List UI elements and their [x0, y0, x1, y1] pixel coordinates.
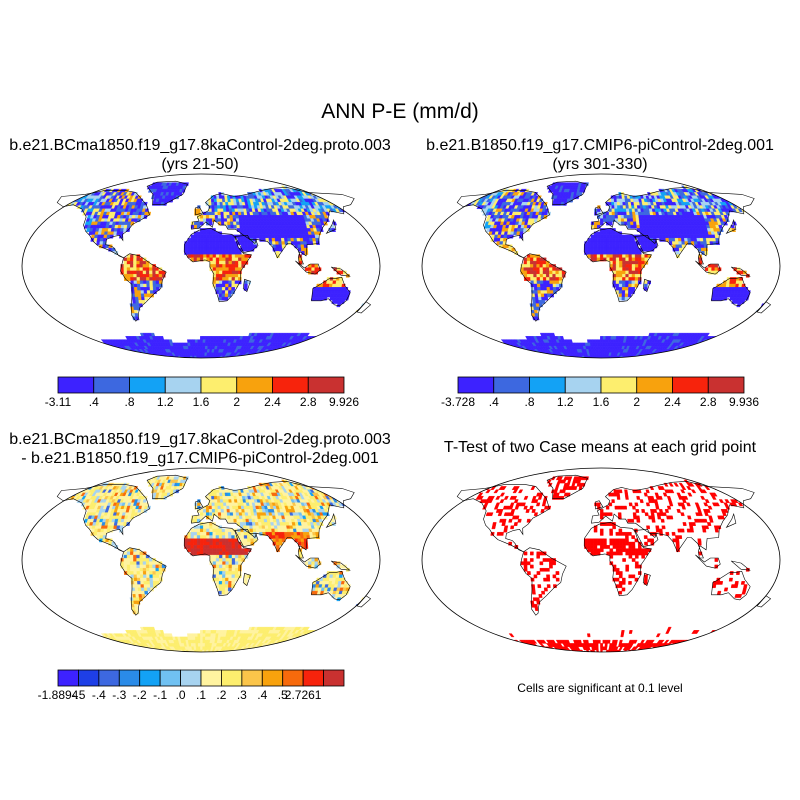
panel-1-title: b.e21.BCma1850.f19_g17.8kaControl-2deg.p…	[0, 136, 400, 174]
panel-2-colorbar-swatch-3	[564, 376, 602, 394]
panel-3-map	[21, 467, 381, 653]
panel-3-title-line2: - b.e21.B1850.f19_g17.CMIP6-piControl-2d…	[21, 450, 379, 467]
panel-2-colorbar-swatch-7	[707, 376, 745, 394]
panel-1-colorbar-swatch-4	[200, 376, 238, 394]
panel-2-map	[421, 173, 781, 359]
panel-3-colorbar-swatch-5	[159, 669, 181, 687]
panel-2-colorbar-swatch-5	[636, 376, 673, 394]
panel-3-colorbar-swatch-7	[200, 669, 222, 687]
panel-2-colorbar-label-0: -3.728	[441, 395, 475, 409]
panel-1-colorbar-swatch-1	[93, 376, 130, 394]
panel-1-colorbar-label-0: -3.11	[45, 395, 72, 409]
figure-title: ANN P-E (mm/d)	[321, 100, 479, 123]
panel-3-colorbar-swatch-10	[261, 669, 284, 687]
panel-2-colorbar-label-3: 1.2	[557, 395, 574, 409]
panel-2-colorbar-label-5: 2	[633, 395, 640, 409]
panel-1-colorbar-label-7: 2.8	[300, 395, 317, 409]
panel-3-colorbar-label-7: .1	[196, 688, 206, 702]
panel-3-colorbar-label-6: .0	[176, 688, 186, 702]
panel-1-colorbar-swatch-0	[57, 376, 95, 394]
panel-2-colorbar-label-1: .4	[489, 395, 499, 409]
panel-3-colorbar-label-12: 2.7261	[285, 688, 322, 702]
map-border	[421, 173, 781, 359]
panel-2-colorbar-swatch-2	[529, 376, 566, 394]
panel-1-colorbar-label-3: 1.2	[157, 395, 174, 409]
panel-3-colorbar-swatch-8	[221, 669, 243, 687]
panel-1-map	[21, 173, 381, 359]
coastline-outlines	[56, 180, 372, 322]
panel-2-colorbar-label-8: 9.936	[729, 395, 759, 409]
panel-1-colorbar: -3.11 .4 .8 1.2 1.6 2 2.4 2.8 9.926	[45, 376, 359, 409]
panel-3-colorbar-label-2: -.4	[92, 688, 106, 702]
panel-1-colorbar-label-8: 9.926	[329, 395, 359, 409]
panel-2-colorbar-label-4: 1.6	[593, 395, 610, 409]
panel-2-colorbar-swatch-4	[600, 376, 638, 394]
panel-1-colorbar-label-4: 1.6	[193, 395, 210, 409]
panel-2-colorbar-swatch-6	[672, 376, 709, 394]
panel-3-colorbar-swatch-0	[57, 669, 79, 687]
panel-4-title-line1: T-Test of two Case means at each grid po…	[443, 439, 757, 456]
panel-3-colorbar-label-4: -.2	[133, 688, 147, 702]
panel-2-title-line1: b.e21.B1850.f19_g17.CMIP6-piControl-2deg…	[426, 137, 774, 154]
panel-2-colorbar-label-6: 2.4	[664, 395, 681, 409]
panel-3-colorbar-swatch-13	[323, 669, 345, 687]
panel-1-colorbar-label-6: 2.4	[264, 395, 281, 409]
panel-3-colorbar-label-1: -.5	[71, 688, 85, 702]
panel-3-colorbar-label-5: -.1	[153, 688, 167, 702]
panel-1-colorbar-label-2: .8	[124, 395, 134, 409]
panel-2-colorbar-swatch-1	[493, 376, 530, 394]
panel-3-colorbar-swatch-1	[78, 669, 100, 687]
map-border	[21, 467, 381, 653]
panel-2-colorbar: -3.728 .4 .8 1.2 1.6 2 2.4 2.8 9.936	[441, 376, 759, 409]
panel-3-colorbar-swatch-3	[118, 669, 141, 687]
panel-1-colorbar-swatch-5	[236, 376, 273, 394]
map-border	[21, 173, 381, 359]
panel-1-colorbar-swatch-2	[129, 376, 166, 394]
panel-3-title-line1: b.e21.BCma1850.f19_g17.8kaControl-2deg.p…	[9, 431, 391, 448]
panel-1-title-line2: (yrs 21-50)	[161, 156, 239, 173]
shaded-land-cells	[462, 476, 769, 652]
panel-3-colorbar-swatch-2	[98, 669, 120, 687]
panel-3-colorbar-label-9: .3	[237, 688, 247, 702]
panel-1-colorbar-swatch-6	[272, 376, 309, 394]
panel-2-colorbar-label-2: .8	[524, 395, 534, 409]
panel-2-title: b.e21.B1850.f19_g17.CMIP6-piControl-2deg…	[400, 136, 800, 174]
panel-2-colorbar-swatch-0	[457, 376, 495, 394]
panel-3-colorbar-swatch-12	[302, 669, 324, 687]
panel-3-colorbar: -1.8894-.5 -.4 -.3 -.2 -.1 .0 .1 .2 .3 .4 .52.7261	[38, 669, 345, 702]
panel-2-title-line2: (yrs 301-330)	[552, 156, 648, 173]
panel-1-title-line1: b.e21.BCma1850.f19_g17.8kaControl-2deg.p…	[9, 137, 391, 154]
panel-3-colorbar-swatch-11	[282, 669, 304, 687]
map-border	[421, 467, 781, 653]
coastline-outlines	[456, 180, 772, 322]
panel-3-colorbar-label-0: -1.8894	[38, 688, 79, 702]
panel-3-colorbar-swatch-4	[139, 669, 161, 687]
panel-3-colorbar-swatch-6	[180, 669, 202, 687]
panel-1-colorbar-swatch-7	[307, 376, 345, 394]
panel-2-colorbar-label-7: 2.8	[700, 395, 717, 409]
panel-1-colorbar-swatch-3	[164, 376, 202, 394]
panel-3-colorbar-label-11: .5	[278, 688, 288, 702]
panel-1-colorbar-label-5: 2	[233, 395, 240, 409]
panel-3-colorbar-label-10: .4	[257, 688, 267, 702]
panel-4-title: T-Test of two Case means at each grid po…	[400, 438, 800, 457]
panel-3-colorbar-label-3: -.3	[112, 688, 126, 702]
panel-3-colorbar-swatch-9	[241, 669, 263, 687]
panel-1-colorbar-label-1: .4	[89, 395, 99, 409]
significance-note: Cells are significant at 0.1 level	[517, 681, 683, 695]
panel-3-title: b.e21.BCma1850.f19_g17.8kaControl-2deg.p…	[0, 430, 400, 468]
panel-4-map	[421, 467, 781, 653]
coastline-outlines	[56, 474, 372, 616]
panel-3-colorbar-label-8: .2	[216, 688, 226, 702]
